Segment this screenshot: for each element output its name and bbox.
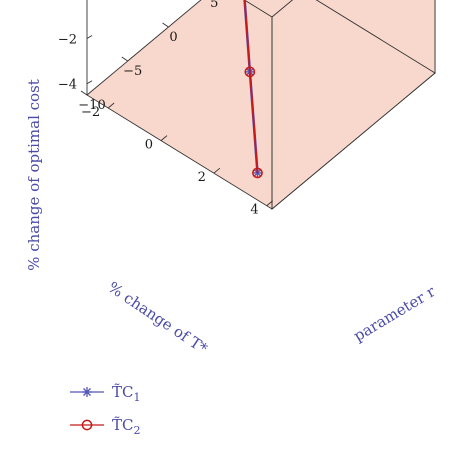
series-point	[81, 419, 93, 431]
series-point	[252, 167, 263, 179]
z-tick-mark	[86, 35, 93, 39]
legend-item: T̃C1	[70, 383, 140, 404]
z-tick-mark	[86, 80, 93, 85]
legend-label: T̃C2	[112, 416, 140, 437]
x-tick-mark	[80, 90, 88, 96]
legend-label: T̃C1	[112, 383, 140, 404]
y-axis-label-text: % change of T*	[105, 278, 211, 358]
series-2	[243, 0, 263, 179]
legend-item: T̃C2	[70, 416, 140, 437]
x-tick-label: −5	[123, 64, 142, 79]
y-tick-mark	[213, 167, 221, 174]
y-tick-mark	[107, 102, 115, 109]
y-tick-label: 0	[145, 138, 153, 153]
series-layer	[243, 0, 263, 179]
z-axis-label: % change of optimal cost	[25, 79, 43, 271]
x-tick-mark	[121, 56, 128, 62]
z-tick-label: −4	[58, 78, 77, 93]
series-point	[82, 387, 92, 397]
y-axis-label: % change of T*	[105, 278, 211, 358]
x-tick-label: 0	[169, 30, 177, 45]
z-tick-label: 0	[69, 0, 77, 2]
x-tick-label: −10	[78, 98, 105, 113]
x-tick-label: 5	[210, 0, 218, 11]
series-point	[244, 66, 256, 78]
x-tick-mark	[162, 22, 169, 28]
pane-back-right	[315, 0, 436, 74]
z-tick-label: −2	[58, 33, 77, 48]
axes-panes	[86, 0, 436, 210]
series-point	[252, 167, 263, 178]
y-tick-mark	[160, 135, 168, 141]
x-axis-label: parameter r	[350, 282, 439, 345]
legend: T̃C1 T̃C2	[70, 383, 140, 437]
y-tick-label: 4	[250, 203, 258, 218]
y-tick-mark	[266, 200, 274, 207]
series-line	[243, 0, 259, 173]
y-tick-label: −2	[81, 105, 100, 120]
y-tick-label: 2	[198, 170, 206, 185]
